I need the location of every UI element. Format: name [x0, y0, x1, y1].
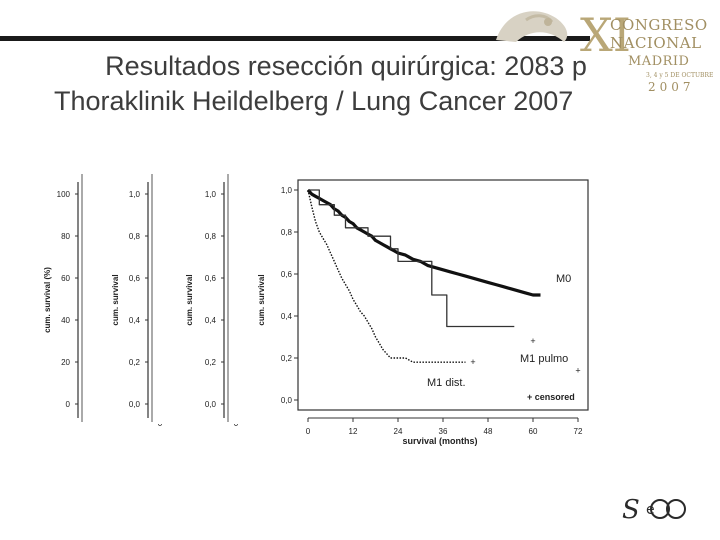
series-label: M1 dist.	[427, 377, 466, 389]
survival-charts: 100 80 60 40 20 0 cum. survival (%) 1,0 0,8 0,6 0,…	[43, 174, 589, 446]
y-tick-label: 0	[66, 400, 71, 409]
x-tick-label: 0	[306, 427, 311, 436]
y-tick-label: 0,2	[129, 358, 141, 367]
y-tick-label: 1,0	[281, 186, 293, 195]
y-tick-label: 0,2	[281, 354, 293, 363]
congress-word-1: CONGRESO	[610, 16, 708, 34]
censor-mark: +	[470, 357, 475, 367]
y-tick-label: 0,8	[205, 232, 217, 241]
plot-background	[288, 180, 588, 416]
x-tick-label: 12	[349, 427, 358, 436]
x-tick-label: 48	[484, 427, 493, 436]
panel-cover	[82, 174, 142, 424]
x-tick-label: 24	[394, 427, 403, 436]
x-tick-label: 72	[574, 427, 583, 436]
y-tick-label: 0,0	[129, 400, 141, 409]
series-label: M1 pulmo	[520, 353, 568, 365]
censor-mark: +	[575, 366, 580, 376]
series-label: M0	[556, 273, 571, 285]
congress-roman-numeral: XI	[580, 8, 631, 62]
y-tick-label: 0,4	[205, 316, 217, 325]
y-tick-label: 0,8	[281, 228, 293, 237]
congress-dates: 3, 4 y 5 DE OCTUBRE	[646, 72, 714, 79]
svg-text:S: S	[622, 495, 640, 525]
y-tick-label: 40	[61, 316, 70, 325]
y-tick-label: 0,4	[281, 312, 293, 321]
y-tick-label: 100	[57, 190, 71, 199]
y-tick-label: 60	[61, 274, 70, 283]
y-tick-label: 0,6	[281, 270, 293, 279]
x-axis-label: survival (months)	[402, 436, 477, 446]
congress-city: MADRID	[628, 54, 690, 69]
y-axis-label: cum. survival	[111, 274, 120, 325]
society-logo-icon: S e	[622, 495, 686, 525]
congress-year: 2007	[648, 80, 695, 94]
y-tick-label: 0,4	[129, 316, 141, 325]
x-tick-label: 60	[529, 427, 538, 436]
y-tick-label: 0,0	[281, 396, 293, 405]
congress-word-2: NACIONAL	[610, 34, 702, 52]
panel-cover	[152, 174, 212, 424]
x-tick-label: 36	[439, 427, 448, 436]
y-tick-label: 0,6	[129, 274, 141, 283]
y-tick-label: 20	[61, 358, 70, 367]
y-tick-label: 1,0	[129, 190, 141, 199]
y-tick-label: 80	[61, 232, 70, 241]
panel-cover	[228, 174, 288, 424]
svg-text:e: e	[646, 502, 655, 518]
y-tick-label: 1,0	[205, 190, 217, 199]
censor-mark: +	[530, 336, 535, 346]
y-axis-label: cum. survival	[257, 274, 266, 325]
y-tick-label: 0,2	[205, 358, 217, 367]
y-axis-label: cum. survival	[185, 274, 194, 325]
y-tick-label: 0,0	[205, 400, 217, 409]
y-axis-label: cum. survival (%)	[43, 267, 52, 333]
slide-title-line-2: Thoraklinik Heildelberg / Lung Cancer 20…	[54, 86, 574, 116]
legend-censored: + censored	[527, 392, 575, 402]
plot-frame	[297, 179, 589, 411]
series-line-m1-pulmo	[308, 189, 515, 328]
header-rule	[0, 36, 590, 41]
y-tick-label: 0,8	[129, 232, 141, 241]
congress-logo: XI CONGRESO NACIONAL MADRID 3, 4 y 5 DE …	[478, 0, 720, 102]
y-tick-label: 0,6	[205, 274, 217, 283]
bird-emblem-icon	[496, 11, 568, 42]
slide-title-line-1: Resultados resección quirúrgica: 2083 p	[105, 51, 587, 81]
